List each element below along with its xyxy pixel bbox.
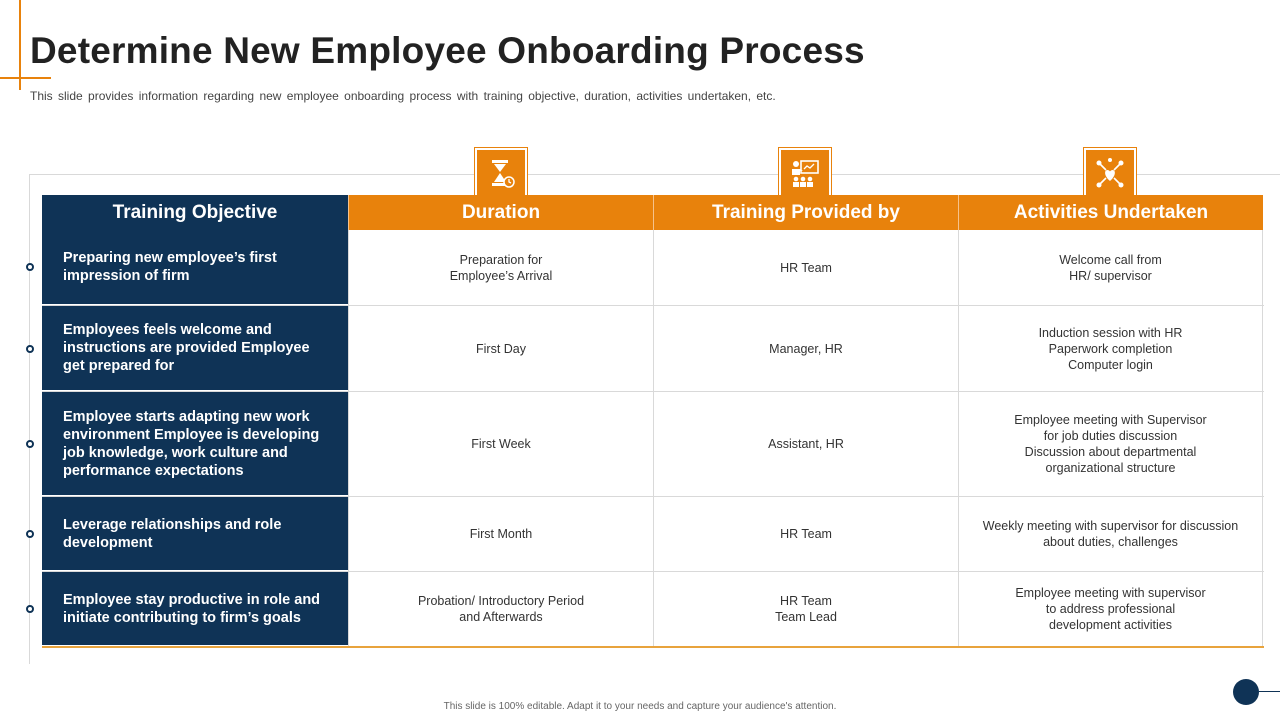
network-heart-icon xyxy=(1084,148,1136,200)
provided-by-cell: Manager, HR xyxy=(653,306,958,391)
decorative-line xyxy=(1259,691,1280,692)
header-training-provided-by: Training Provided by xyxy=(653,195,958,230)
duration-cell: Probation/ Introductory Period and After… xyxy=(348,572,653,646)
frame-line-top xyxy=(29,174,1280,175)
provided-by-cell: HR Team Team Lead xyxy=(653,572,958,646)
decorative-circle xyxy=(1233,679,1259,705)
provided-by-cell: HR Team xyxy=(653,497,958,571)
table-row: Employee stay productive in role and ini… xyxy=(42,572,1264,648)
objective-cell: Employee starts adapting new work enviro… xyxy=(42,392,348,496)
duration-cell: First Week xyxy=(348,392,653,496)
corner-accent-vertical xyxy=(19,0,21,90)
table-row: Leverage relationships and role developm… xyxy=(42,497,1264,572)
table-row: Employee starts adapting new work enviro… xyxy=(42,392,1264,497)
header-activities-undertaken: Activities Undertaken xyxy=(958,195,1263,230)
table-row: Preparing new employee’s first impressio… xyxy=(42,230,1264,306)
hourglass-clock-icon xyxy=(475,148,527,200)
page-title: Determine New Employee Onboarding Proces… xyxy=(30,30,865,71)
activities-cell: Employee meeting with supervisor to addr… xyxy=(958,572,1263,646)
frame-line-left xyxy=(29,174,30,664)
header-training-objective: Training Objective xyxy=(42,195,348,230)
objective-cell: Employee stay productive in role and ini… xyxy=(42,572,348,646)
activities-cell: Employee meeting with Supervisor for job… xyxy=(958,392,1263,496)
duration-cell: First Day xyxy=(348,306,653,391)
table-header-row: Training Objective Duration Training Pro… xyxy=(42,195,1264,230)
activities-cell: Welcome call from HR/ supervisor xyxy=(958,230,1263,305)
provided-by-cell: Assistant, HR xyxy=(653,392,958,496)
objective-cell: Leverage relationships and role developm… xyxy=(42,497,348,571)
row-bullet xyxy=(26,605,34,613)
duration-cell: Preparation for Employee’s Arrival xyxy=(348,230,653,305)
row-bullet xyxy=(26,263,34,271)
footer-note: This slide is 100% editable. Adapt it to… xyxy=(443,701,837,712)
table-row: Employees feels welcome and instructions… xyxy=(42,306,1264,392)
activities-cell: Induction session with HR Paperwork comp… xyxy=(958,306,1263,391)
objective-cell: Preparing new employee’s first impressio… xyxy=(42,230,348,305)
objective-cell: Employees feels welcome and instructions… xyxy=(42,306,348,391)
page-subtitle: This slide provides information regardin… xyxy=(30,89,776,103)
row-bullet xyxy=(26,530,34,538)
duration-cell: First Month xyxy=(348,497,653,571)
row-bullet xyxy=(26,345,34,353)
presentation-audience-icon xyxy=(779,148,831,200)
activities-cell: Weekly meeting with supervisor for discu… xyxy=(958,497,1263,571)
header-duration: Duration xyxy=(348,195,653,230)
row-bullet xyxy=(26,440,34,448)
corner-accent-horizontal xyxy=(0,77,51,79)
provided-by-cell: HR Team xyxy=(653,230,958,305)
onboarding-table: Training Objective Duration Training Pro… xyxy=(42,195,1264,648)
